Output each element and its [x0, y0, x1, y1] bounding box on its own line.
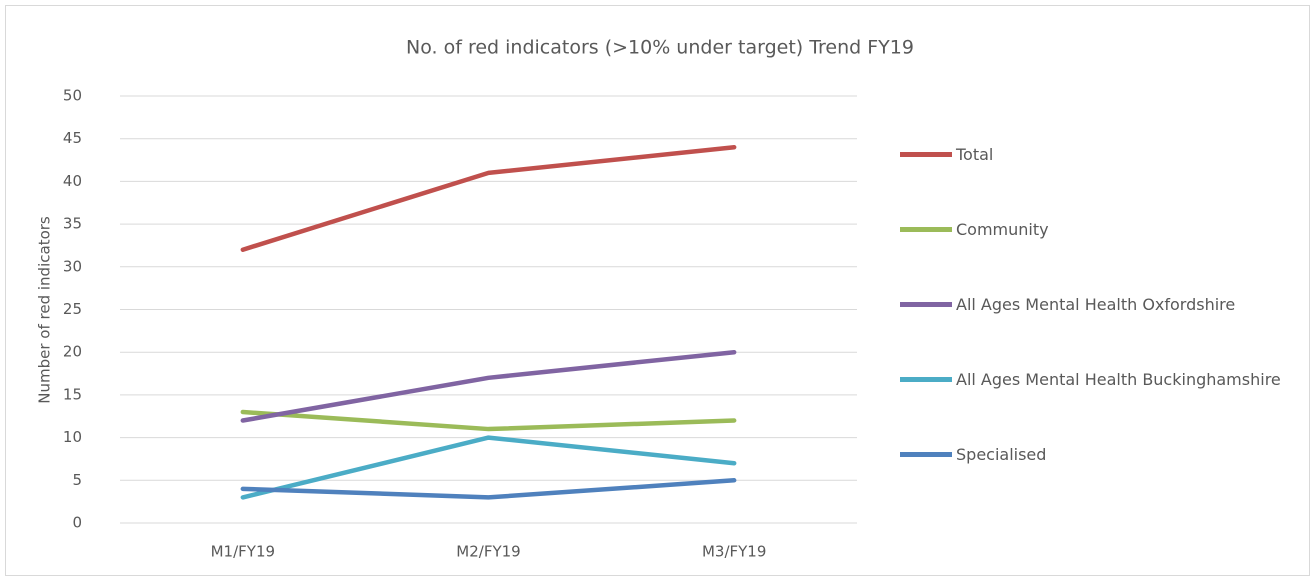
legend-item: All Ages Mental Health Buckinghamshire — [900, 342, 1300, 417]
legend-item: Specialised — [900, 417, 1300, 492]
legend-item: Community — [900, 192, 1300, 267]
legend-label: All Ages Mental Health Buckinghamshire — [956, 369, 1281, 389]
legend-label: Total — [956, 144, 994, 164]
series-line — [240, 435, 737, 500]
series-line — [240, 409, 737, 432]
legend-swatch — [900, 452, 952, 457]
legend-swatch — [900, 227, 952, 232]
y-tick-label: 20 — [63, 343, 82, 361]
series-line — [240, 144, 737, 252]
chart-title: No. of red indicators (>10% under target… — [406, 37, 914, 59]
legend-swatch — [900, 302, 952, 307]
y-tick-label: 0 — [72, 514, 82, 532]
legend-label: Community — [956, 219, 1049, 239]
y-tick-label: 5 — [72, 471, 82, 489]
legend: Total Community All Ages Mental Health Oxf… — [900, 117, 1300, 492]
y-tick-label: 10 — [63, 428, 82, 446]
y-tick-label: 45 — [63, 129, 82, 147]
legend-item: All Ages Mental Health Oxfordshire — [900, 267, 1300, 342]
y-tick-label: 35 — [63, 215, 82, 233]
series-line — [240, 478, 737, 500]
legend-label: Specialised — [956, 444, 1047, 464]
y-tick-label: 25 — [63, 300, 82, 318]
legend-item: Total — [900, 117, 1300, 192]
series-line — [240, 349, 737, 423]
x-tick-label: M2/FY19 — [456, 543, 520, 561]
y-tick-label: 30 — [63, 257, 82, 275]
legend-swatch — [900, 377, 952, 382]
y-tick-label: 15 — [63, 385, 82, 403]
legend-label: All Ages Mental Health Oxfordshire — [956, 294, 1236, 314]
x-tick-label: M3/FY19 — [702, 543, 766, 561]
y-tick-label: 40 — [63, 172, 82, 190]
y-tick-label: 50 — [63, 87, 82, 105]
legend-swatch — [900, 152, 952, 157]
x-tick-label: M1/FY19 — [211, 543, 275, 561]
y-axis-label: Number of red indicators — [36, 216, 54, 404]
